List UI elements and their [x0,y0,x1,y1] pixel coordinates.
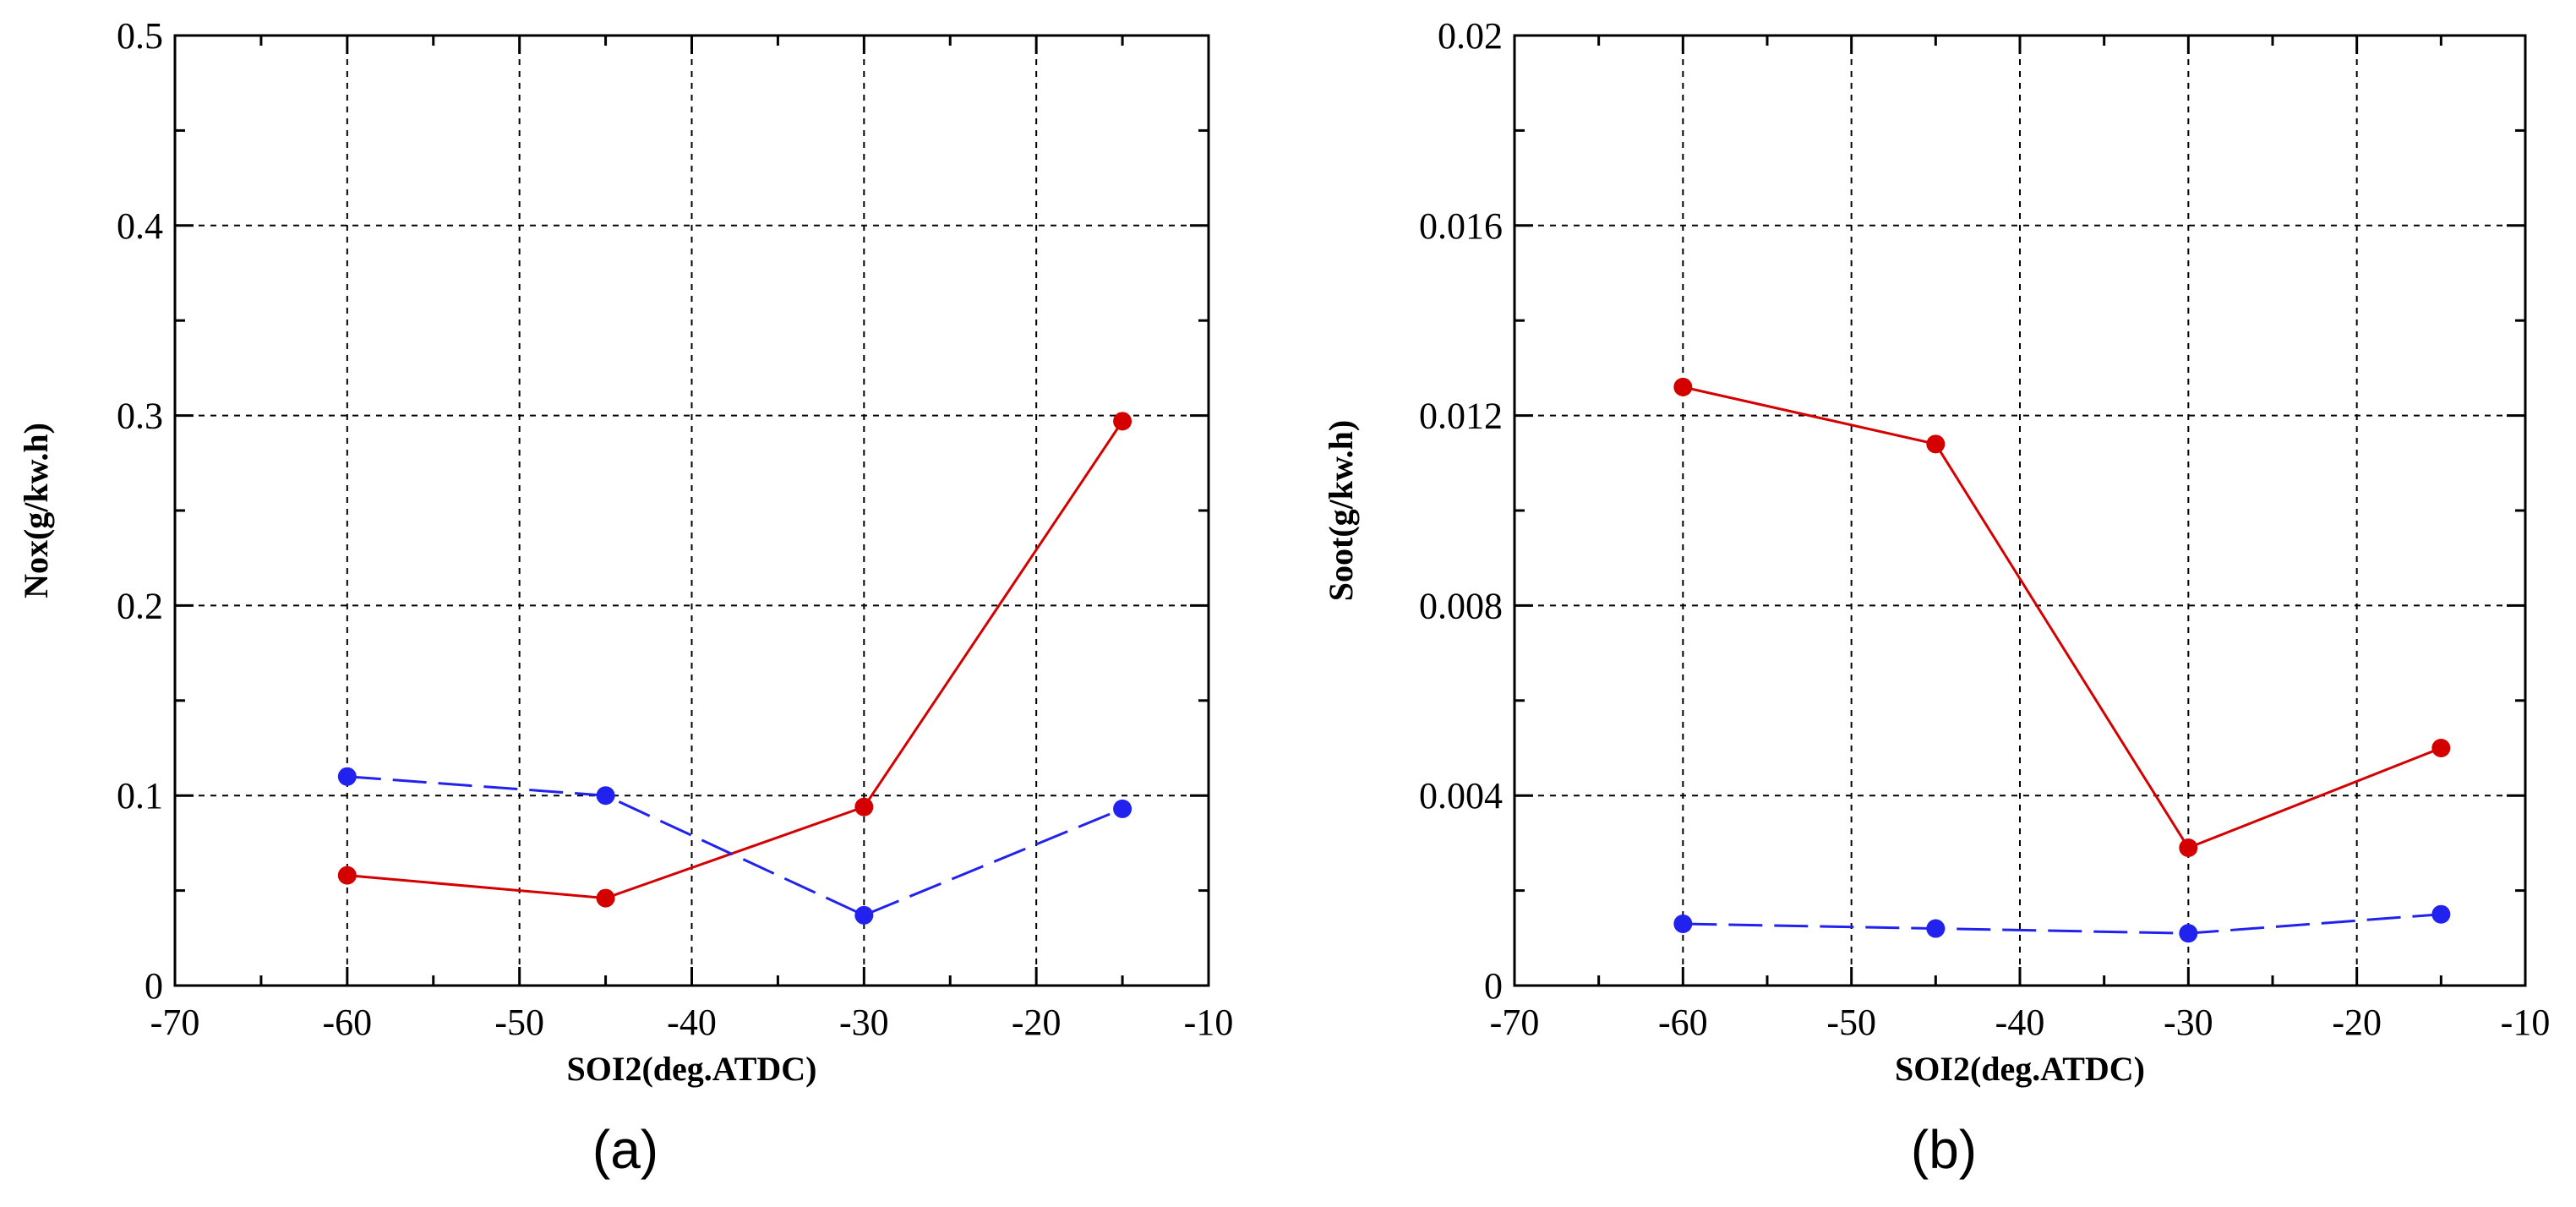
x-tick-label: -30 [2164,1002,2213,1043]
data-point [2431,739,2451,757]
x-tick-label: -50 [494,1002,544,1043]
x-axis-title: SOI2(deg.ATDC) [1895,1050,2145,1088]
x-tick-label: -70 [1490,1002,1540,1043]
y-tick-label: 0.016 [1419,205,1503,247]
y-tick-label: 0.3 [117,396,163,437]
series-line-red-solid [347,420,1124,900]
y-tick-label: 0 [145,965,163,1007]
panel-label: (b) [1911,1119,1977,1180]
x-tick-label: -10 [2501,1002,2551,1043]
data-point [1673,914,1693,933]
data-point [854,797,874,816]
data-point [2431,904,2451,924]
data-point [596,786,615,806]
data-point [1113,799,1132,818]
y-tick-label: 0.004 [1419,775,1503,816]
x-tick-label: -50 [1826,1002,1876,1043]
y-axis-title: Soot(g/kw.h) [1322,420,1360,602]
x-axis-title: SOI2(deg.ATDC) [567,1050,817,1088]
data-point [1113,412,1132,431]
data-point [337,767,357,786]
data-point [1926,434,1946,454]
data-point [337,866,357,885]
chart-panel-b: -70 -60 -50 -40 -30 -20 -10 0 0.004 0.008 0.012 0.0… [1322,15,2550,1180]
series-line-red-solid [1683,385,2442,849]
y-tick-label: 0.012 [1419,396,1503,437]
y-tick-label: 0.02 [1438,15,1503,57]
x-tick-label: -20 [2332,1002,2382,1043]
series-line-blue-dashed [347,775,1123,917]
data-point [1926,919,1946,938]
data-point [2179,924,2198,943]
x-tick-label: -40 [667,1002,717,1043]
y-tick-label: 0.008 [1419,585,1503,626]
chart-panel-a: -70 -60 -50 -40 -30 -20 -10 0 0.1 0.2 0.3 0.4 0.5 SOI… [17,15,1233,1180]
y-tick-label: 0.2 [117,585,163,626]
y-tick-label: 0.4 [117,205,163,247]
data-point [2179,838,2198,858]
x-tick-label: -30 [839,1002,889,1043]
panel-label: (a) [592,1119,658,1180]
data-point [596,888,615,908]
y-tick-label: 0 [1484,965,1503,1007]
x-tick-label: -60 [323,1002,373,1043]
y-axis-title: Nox(g/kw.h) [17,423,55,598]
series-line-blue-dashed [1683,913,2442,935]
y-tick-label: 0.1 [117,775,163,816]
x-tick-label: -20 [1012,1002,1062,1043]
x-tick-label: -60 [1658,1002,1708,1043]
data-point [1673,377,1693,396]
data-point [854,905,874,925]
y-tick-label: 0.5 [117,15,163,57]
x-tick-label: -10 [1184,1002,1234,1043]
x-tick-label: -70 [150,1002,200,1043]
x-tick-label: -40 [1995,1002,2045,1043]
